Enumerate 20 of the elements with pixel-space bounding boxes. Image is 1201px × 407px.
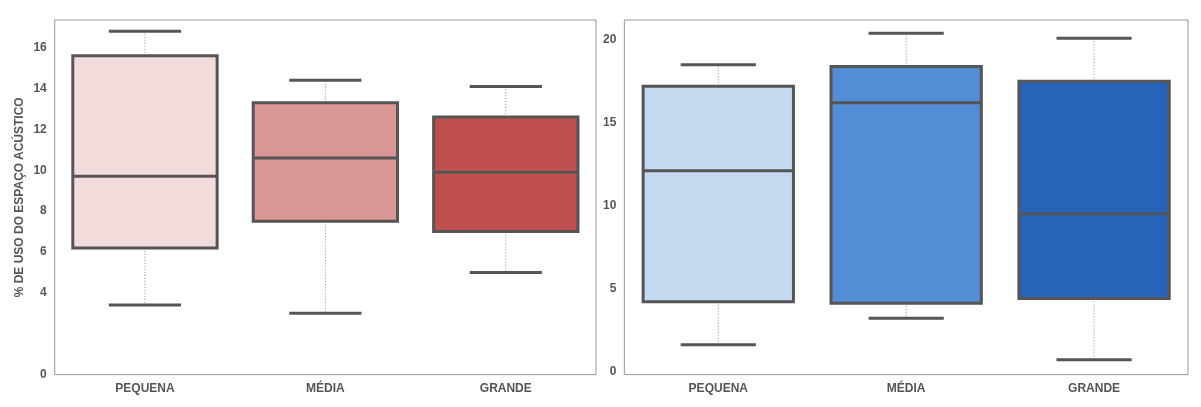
y-tick-label: 12 xyxy=(33,121,48,136)
x-tick-label: MÉDIA xyxy=(886,380,926,396)
y-tick-label: 14 xyxy=(33,80,48,95)
y-tick-label: 0 xyxy=(40,366,48,381)
y-tick-label: 4 xyxy=(40,285,48,300)
y-tick-label: 6 xyxy=(40,244,48,259)
y-tick-label: 16 xyxy=(33,39,48,54)
x-tick-label: MÉDIA xyxy=(306,380,346,396)
y-tick-label: 5 xyxy=(609,280,617,295)
y-tick-label: 10 xyxy=(33,162,48,177)
x-tick-label: PEQUENA xyxy=(688,381,749,396)
x-tick-label: GRANDE xyxy=(1068,381,1121,396)
x-tick-label: PEQUENA xyxy=(115,381,175,396)
y-tick-label: 15 xyxy=(602,115,617,130)
y-tick-label: 8 xyxy=(40,203,48,218)
y-tick-label: 10 xyxy=(602,197,617,212)
y-tick-label: 0 xyxy=(609,363,617,378)
y-tick-label: 20 xyxy=(602,32,617,47)
x-tick-label: GRANDE xyxy=(479,381,532,396)
y-axis-title: % DE USO DO ESPAÇO ACÚSTICO xyxy=(10,97,26,298)
